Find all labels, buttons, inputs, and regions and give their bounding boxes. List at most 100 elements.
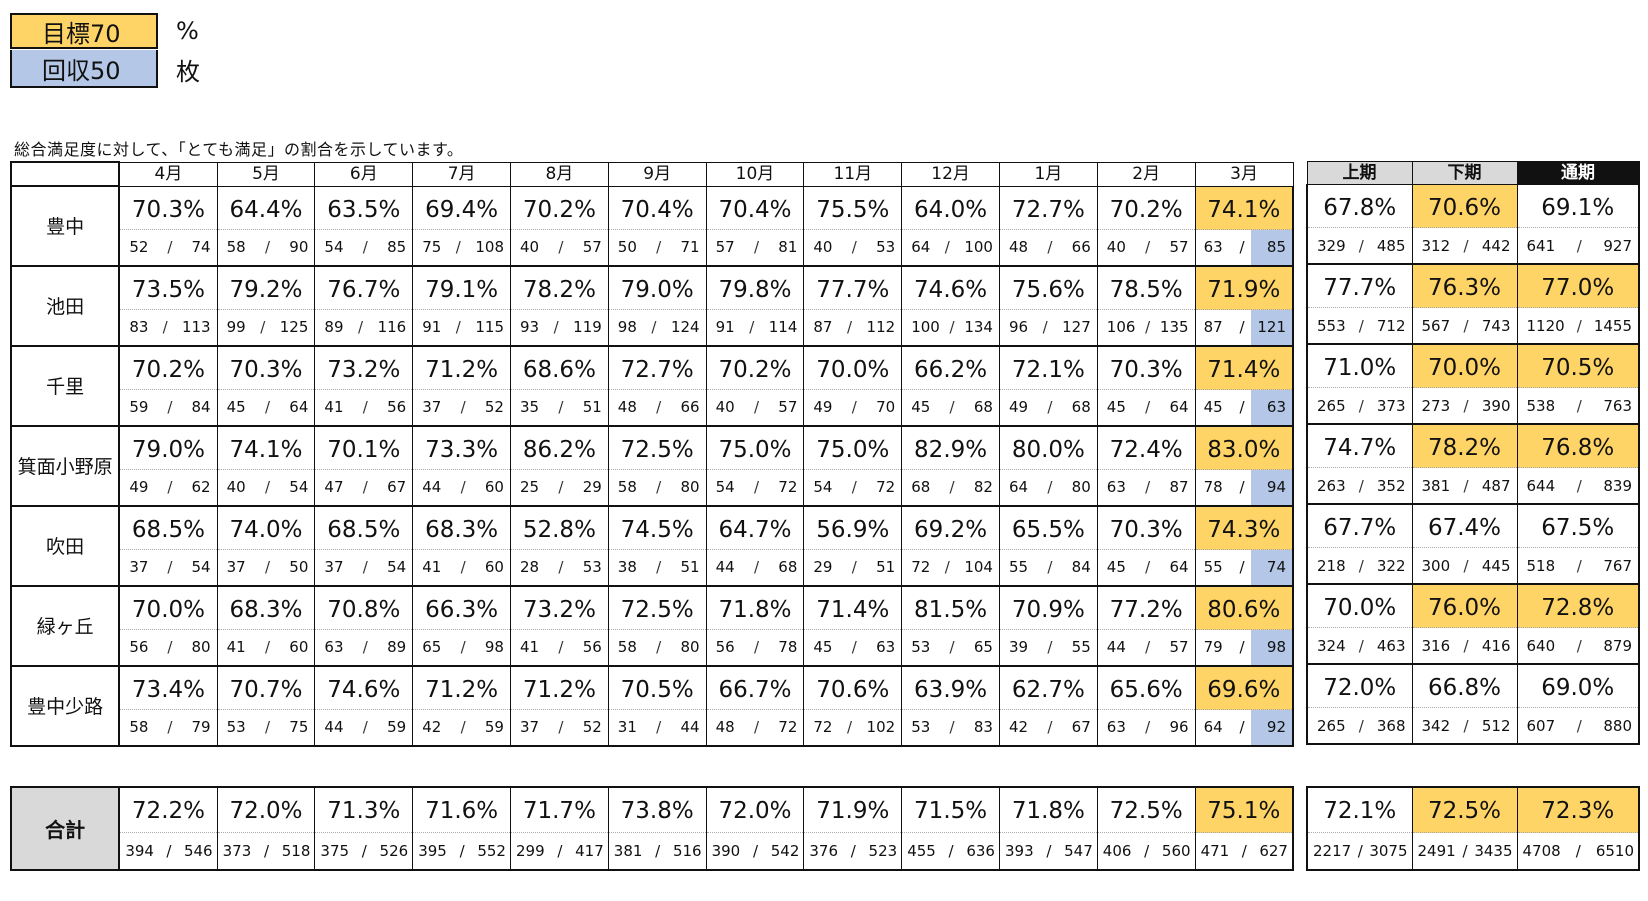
store-name: 緑ヶ丘 — [9, 584, 121, 667]
count-pair: 4708 / 6510 — [1518, 833, 1639, 869]
count-separator: / — [167, 558, 173, 576]
store-row: 豊中 70.3% 52 / 74 64.4% 58 / 90 63.5% 54 / 85 69.4% 75 /… — [9, 185, 1294, 267]
count-separator: / — [460, 558, 466, 576]
satisfaction-rate: 73.8% — [608, 788, 706, 833]
summary-cell: 67.4% 300 / 445 — [1411, 504, 1518, 585]
total-month-cell: 72.0% 373 / 518 — [216, 786, 316, 871]
count-pair: 40 / 57 — [707, 390, 804, 425]
count-pair: 48 / 66 — [609, 390, 706, 425]
summary-row: 70.0% 324 / 463 76.0% 316 / 416 72.8% 640 / 879 — [1306, 584, 1640, 665]
total-count: 66 — [1071, 238, 1091, 256]
month-cell: 71.4% 45 / 63 — [1194, 345, 1294, 427]
count-separator: / — [655, 842, 661, 860]
month-cell: 74.1% 63 / 85 — [1194, 186, 1294, 267]
count-separator: / — [1144, 842, 1150, 860]
satisfaction-rate: 72.0% — [217, 788, 315, 833]
count-separator: / — [263, 842, 270, 860]
count-pair: 56 / 78 — [707, 630, 804, 665]
total-count: 487 — [1481, 476, 1511, 495]
satisfaction-rate: 71.8% — [706, 587, 804, 630]
satisfaction-rate: 77.7% — [804, 267, 902, 310]
count-separator: / — [851, 238, 857, 256]
count-separator: / — [1047, 238, 1053, 256]
total-count: 113 — [181, 318, 211, 336]
summary-row: 77.7% 553 / 712 76.3% 567 / 743 77.0% 1120 / 1455 — [1306, 264, 1640, 345]
month-cell: 71.8% 56 / 78 — [705, 585, 805, 667]
count-separator: / — [362, 478, 368, 496]
total-month-cell: 71.7% 299 / 417 — [510, 786, 609, 871]
count-separator: / — [752, 842, 759, 860]
count-pair: 393 / 547 — [1000, 833, 1097, 869]
count-pair: 40 / 53 — [804, 230, 901, 265]
summary-header-row: 上期 下期 通期 — [1306, 161, 1640, 185]
respondent-count: 641 — [1526, 236, 1556, 255]
respondent-count: 53 — [911, 718, 931, 736]
count-pair: 45 / 63 — [804, 630, 901, 665]
count-separator: / — [167, 478, 173, 496]
count-pair: 42 / 59 — [413, 710, 510, 745]
total-count: 523 — [868, 842, 898, 860]
respondent-count: 45 — [813, 638, 833, 656]
count-separator: / — [949, 638, 955, 656]
respondent-count: 83 — [129, 318, 149, 336]
satisfaction-rate: 72.4% — [1097, 427, 1195, 470]
total-count: 96 — [1169, 718, 1189, 736]
count-separator: / — [949, 718, 955, 736]
month-header: 2月 — [1096, 161, 1196, 187]
month-cell: 74.3% 55 / 74 — [1194, 505, 1294, 587]
respondent-count: 75 — [422, 238, 442, 256]
count-separator: / — [362, 398, 368, 416]
store-row: 池田 73.5% 83 / 113 79.2% 99 / 125 76.7% 89 / 116 79.1%… — [9, 264, 1294, 347]
total-count: 442 — [1481, 236, 1511, 255]
month-cell: 69.2% 72 / 104 — [901, 505, 1000, 587]
satisfaction-rate: 70.3% — [120, 187, 217, 230]
count-separator: / — [1463, 316, 1469, 335]
count-pair: 25 / 29 — [511, 470, 608, 505]
collected-count: 92 — [1250, 709, 1292, 745]
count-separator: / — [949, 398, 955, 416]
total-count: 65 — [973, 638, 993, 656]
total-summary-row: 72.1% 2217 / 3075 72.5% 2491 / 3435 72.3% 4708 / 65… — [1306, 786, 1640, 871]
count-separator: / — [362, 638, 368, 656]
count-pair: 35 / 51 — [511, 390, 608, 425]
satisfaction-rate: 75.6% — [999, 267, 1097, 310]
count-pair: 381 / 516 — [609, 833, 706, 869]
satisfaction-rate: 77.2% — [1097, 587, 1195, 630]
count-pair: 45 / 64 — [218, 390, 315, 425]
total-month-cell: 73.8% 381 / 516 — [607, 786, 707, 871]
count-pair: 87 / 112 — [804, 310, 901, 345]
respondent-count: 65 — [422, 638, 442, 656]
count-pair: 58 / 90 — [218, 230, 315, 265]
count-separator: / — [558, 238, 564, 256]
total-count: 542 — [770, 842, 800, 860]
respondent-count: 45 — [1106, 398, 1126, 416]
total-count: 60 — [484, 558, 504, 576]
total-count: 100 — [964, 238, 993, 256]
satisfaction-rate: 67.4% — [1412, 505, 1517, 548]
respondent-count: 98 — [617, 318, 637, 336]
total-count: 57 — [1169, 238, 1189, 256]
total-count: 60 — [484, 478, 504, 496]
month-cell: 66.3% 65 / 98 — [412, 585, 511, 667]
satisfaction-rate: 71.2% — [413, 667, 510, 710]
month-cell: 56.9% 29 / 51 — [803, 505, 903, 587]
total-count: 627 — [1259, 842, 1288, 860]
count-separator: / — [1358, 396, 1364, 415]
satisfaction-rate: 70.6% — [1412, 185, 1517, 228]
total-month-cell: 72.0% 390 / 542 — [705, 786, 805, 871]
total-count: 518 — [281, 842, 311, 860]
respondent-count: 381 — [1421, 476, 1451, 495]
satisfaction-rate: 75.0% — [804, 427, 902, 470]
satisfaction-rate: 56.9% — [804, 507, 902, 550]
count-separator: / — [656, 478, 662, 496]
respondent-count: 471 — [1200, 842, 1230, 860]
total-count: 56 — [387, 398, 407, 416]
count-pair: 644 / 839 — [1518, 468, 1639, 503]
summary-table: 上期 下期 通期 67.8% 329/485 70.6% 312/442 69.1% 641/9… — [1306, 161, 1640, 745]
month-cell: 71.4% 45 / 63 — [803, 585, 903, 667]
satisfaction-rate: 86.2% — [511, 427, 608, 470]
month-header: 11月 — [803, 161, 903, 187]
count-pair: 2491 / 3435 — [1413, 833, 1517, 869]
count-separator: / — [656, 398, 662, 416]
summary-cell: 74.7% 263 / 352 — [1306, 424, 1413, 505]
